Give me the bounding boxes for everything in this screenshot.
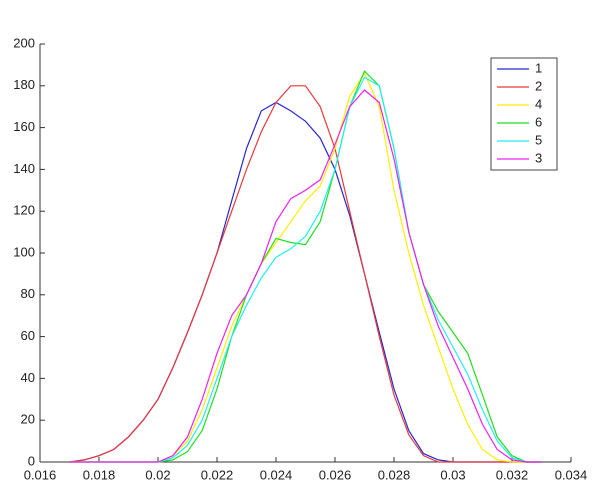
y-tick-label: 20 [21,412,35,427]
legend-label: 5 [535,132,542,147]
x-tick-label: 0.022 [201,467,234,482]
line-series [69,85,542,463]
y-tick-label: 100 [13,244,35,259]
legend-label: 3 [535,150,542,165]
y-tick-label: 140 [13,161,35,176]
line-series [69,89,542,463]
y-tick-label: 200 [13,35,35,50]
y-tick-label: 0 [28,453,35,468]
legend-label: 1 [535,60,542,75]
y-tick-label: 60 [21,328,35,343]
x-tick-label: 0.016 [24,467,57,482]
legend-label: 6 [535,114,542,129]
line-series [69,70,542,463]
x-tick-label: 0.032 [496,467,529,482]
line-series [69,76,542,463]
x-tick-label: 0.026 [319,467,352,482]
y-tick-label: 120 [13,203,35,218]
x-tick-label: 0.028 [378,467,411,482]
y-tick-label: 40 [21,370,35,385]
x-tick-label: 0.034 [555,467,588,482]
legend-label: 2 [535,78,542,93]
x-tick-label: 0.018 [83,467,116,482]
y-tick-label: 80 [21,286,35,301]
x-tick-label: 0.02 [145,467,170,482]
y-tick-label: 160 [13,119,35,134]
legend-label: 4 [535,96,542,111]
line-series [69,101,542,463]
line-series [69,72,542,463]
x-tick-label: 0.024 [260,467,293,482]
x-tick-label: 0.03 [440,467,465,482]
legend-box [490,57,558,171]
y-tick-label: 180 [13,77,35,92]
